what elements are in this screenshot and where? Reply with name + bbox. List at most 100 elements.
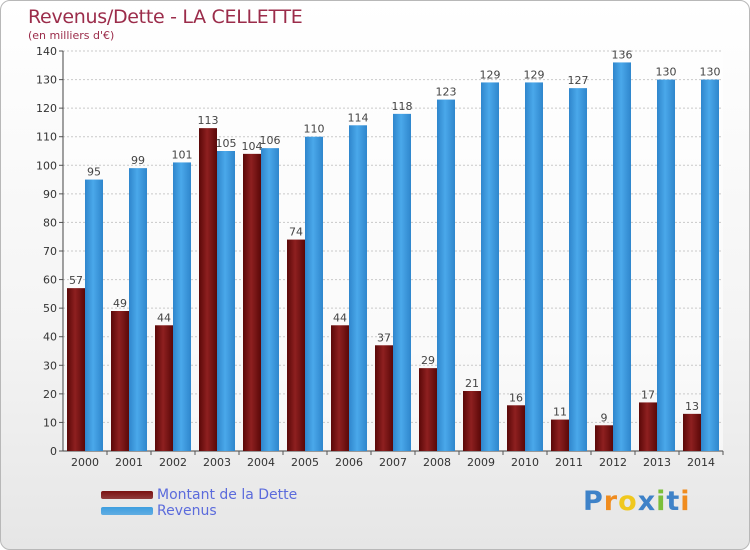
- bar-dette: [331, 325, 349, 451]
- y-tick-label: 10: [43, 416, 57, 429]
- y-tick-label: 30: [43, 359, 57, 372]
- data-label: 106: [260, 134, 281, 147]
- x-tick-label: 2001: [115, 456, 143, 469]
- y-tick-label: 40: [43, 331, 57, 344]
- data-label: 118: [392, 100, 413, 113]
- bar-revenus: [305, 136, 323, 451]
- chart-subtitle: (en milliers d'€): [28, 29, 115, 42]
- bar-dette: [287, 239, 305, 451]
- bar-revenus: [437, 99, 455, 452]
- x-tick-label: 2011: [555, 456, 583, 469]
- x-tick-label: 2004: [247, 456, 275, 469]
- bar-dette: [199, 128, 217, 451]
- x-tick-label: 2008: [423, 456, 451, 469]
- data-label: 127: [568, 74, 589, 87]
- bar-revenus: [525, 82, 543, 451]
- data-label: 95: [87, 166, 101, 179]
- logo-letter: o: [618, 486, 638, 517]
- bar-dette: [375, 345, 393, 451]
- logo-letter: P: [583, 486, 604, 517]
- bar-revenus: [349, 125, 367, 452]
- bar-dette: [243, 153, 261, 451]
- logo-letter: i: [656, 486, 667, 517]
- bar-revenus: [613, 62, 631, 452]
- logo-letter: i: [680, 486, 691, 517]
- data-label: 129: [480, 68, 501, 81]
- data-label: 136: [612, 48, 633, 61]
- data-label: 123: [436, 86, 457, 99]
- data-label: 11: [553, 406, 567, 419]
- y-tick-label: 70: [43, 245, 57, 258]
- data-label: 105: [216, 137, 237, 150]
- x-tick-label: 2007: [379, 456, 407, 469]
- data-label: 49: [113, 297, 127, 310]
- data-label: 114: [348, 111, 369, 124]
- y-tick-label: 140: [36, 45, 57, 58]
- bar-dette: [551, 419, 569, 451]
- data-label: 104: [242, 140, 263, 153]
- bar-dette: [419, 368, 437, 451]
- legend-swatch-dette: [101, 491, 153, 499]
- bar-dette: [639, 402, 657, 451]
- bar-dette: [507, 405, 525, 451]
- y-tick-label: 50: [43, 302, 57, 315]
- y-tick-label: 130: [36, 74, 57, 87]
- data-label: 130: [700, 66, 721, 79]
- x-tick-label: 2006: [335, 456, 363, 469]
- data-label: 9: [601, 411, 608, 424]
- y-tick-label: 90: [43, 188, 57, 201]
- x-tick-label: 2005: [291, 456, 319, 469]
- y-tick-label: 80: [43, 216, 57, 229]
- bar-dette: [155, 325, 173, 451]
- bar-revenus: [217, 151, 235, 451]
- chart-title: Revenus/Dette - LA CELLETTE: [28, 6, 303, 28]
- bar-dette: [595, 425, 613, 451]
- bar-revenus: [481, 82, 499, 451]
- bar-dette: [463, 391, 481, 451]
- y-tick-label: 60: [43, 274, 57, 287]
- data-label: 13: [685, 400, 699, 413]
- bar-dette: [683, 413, 701, 451]
- data-label: 44: [157, 311, 171, 324]
- legend-label-dette: Montant de la Dette: [157, 487, 298, 503]
- data-label: 113: [198, 114, 219, 127]
- logo-letter: r: [603, 486, 619, 517]
- data-label: 44: [333, 311, 347, 324]
- data-label: 17: [641, 388, 655, 401]
- data-label: 57: [69, 274, 83, 287]
- bar-revenus: [393, 113, 411, 451]
- y-tick-label: 0: [50, 445, 57, 458]
- bar-revenus: [657, 79, 675, 452]
- y-tick-label: 20: [43, 388, 57, 401]
- bar-revenus: [261, 148, 279, 451]
- data-label: 37: [377, 331, 391, 344]
- x-tick-label: 2000: [71, 456, 99, 469]
- data-label: 29: [421, 354, 435, 367]
- bar-revenus: [173, 162, 191, 451]
- x-tick-label: 2003: [203, 456, 231, 469]
- bar-dette: [111, 311, 129, 451]
- x-tick-label: 2012: [599, 456, 627, 469]
- data-label: 129: [524, 68, 545, 81]
- y-tick-label: 100: [36, 159, 57, 172]
- data-label: 101: [172, 148, 193, 161]
- legend-label-revenus: Revenus: [157, 503, 217, 519]
- bar-revenus: [85, 179, 103, 452]
- data-label: 74: [289, 226, 303, 239]
- bar-revenus: [569, 88, 587, 452]
- proxiti-logo: Proxiti: [583, 486, 691, 517]
- logo-letter: t: [666, 486, 681, 517]
- data-label: 110: [304, 123, 325, 136]
- legend-swatch-revenus: [101, 507, 153, 515]
- x-tick-label: 2009: [467, 456, 495, 469]
- data-label: 99: [131, 154, 145, 167]
- bar-revenus: [701, 79, 719, 452]
- logo-letter: x: [637, 486, 657, 517]
- x-tick-label: 2002: [159, 456, 187, 469]
- bar-dette: [67, 288, 85, 451]
- data-label: 21: [465, 377, 479, 390]
- y-tick-label: 110: [36, 131, 57, 144]
- data-label: 130: [656, 66, 677, 79]
